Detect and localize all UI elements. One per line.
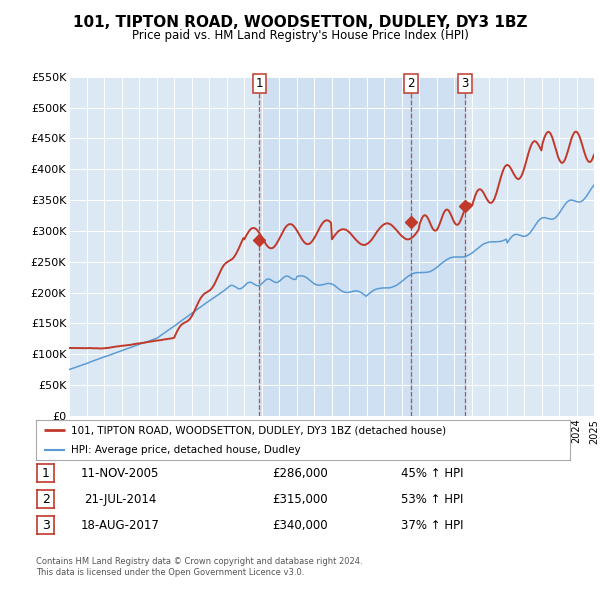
Text: 3: 3	[41, 519, 50, 532]
Text: 21-JUL-2014: 21-JUL-2014	[84, 493, 156, 506]
Text: 2: 2	[41, 493, 50, 506]
Text: 2: 2	[407, 77, 415, 90]
Text: 3: 3	[461, 77, 469, 90]
Text: 1: 1	[41, 467, 50, 480]
Text: 11-NOV-2005: 11-NOV-2005	[81, 467, 159, 480]
Text: This data is licensed under the Open Government Licence v3.0.: This data is licensed under the Open Gov…	[36, 568, 304, 577]
Text: £340,000: £340,000	[272, 519, 328, 532]
Text: £315,000: £315,000	[272, 493, 328, 506]
Text: £286,000: £286,000	[272, 467, 328, 480]
Text: 53% ↑ HPI: 53% ↑ HPI	[401, 493, 463, 506]
Text: 45% ↑ HPI: 45% ↑ HPI	[401, 467, 463, 480]
Text: HPI: Average price, detached house, Dudley: HPI: Average price, detached house, Dudl…	[71, 445, 301, 455]
Text: 101, TIPTON ROAD, WOODSETTON, DUDLEY, DY3 1BZ (detached house): 101, TIPTON ROAD, WOODSETTON, DUDLEY, DY…	[71, 425, 446, 435]
Text: 101, TIPTON ROAD, WOODSETTON, DUDLEY, DY3 1BZ: 101, TIPTON ROAD, WOODSETTON, DUDLEY, DY…	[73, 15, 527, 30]
Text: Price paid vs. HM Land Registry's House Price Index (HPI): Price paid vs. HM Land Registry's House …	[131, 30, 469, 42]
Text: 37% ↑ HPI: 37% ↑ HPI	[401, 519, 463, 532]
Bar	[411, 77, 465, 416]
Text: 1: 1	[256, 77, 263, 90]
Text: 18-AUG-2017: 18-AUG-2017	[80, 519, 160, 532]
Bar	[259, 77, 411, 416]
Text: Contains HM Land Registry data © Crown copyright and database right 2024.: Contains HM Land Registry data © Crown c…	[36, 558, 362, 566]
